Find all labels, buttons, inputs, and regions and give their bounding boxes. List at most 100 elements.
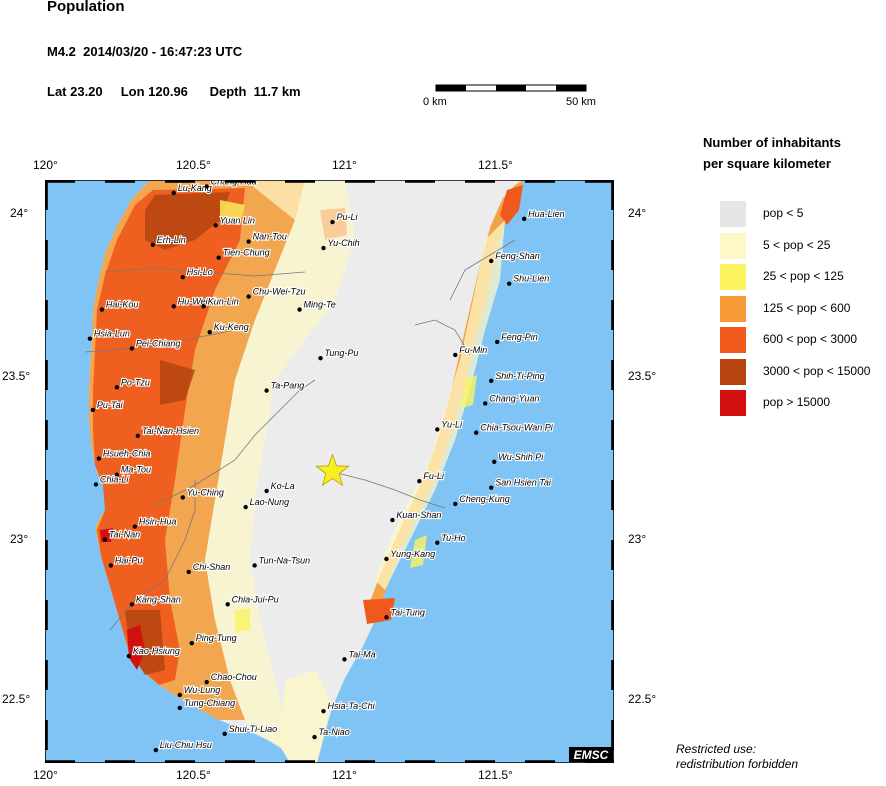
city-dot xyxy=(204,184,209,189)
city-label: Wu-Shih Pi xyxy=(498,452,544,462)
city-label: Hsin-Hua xyxy=(139,517,177,527)
city-label: San Hsien Tai xyxy=(495,478,552,488)
city-dot xyxy=(483,401,488,406)
city-label: Wu-Lung xyxy=(184,685,221,695)
city-label: Tung-Pu xyxy=(325,348,359,358)
city-dot xyxy=(153,747,159,753)
axis-left-24: 24° xyxy=(10,206,29,220)
city-dot xyxy=(321,708,326,714)
city-dot xyxy=(135,433,141,439)
city-label: Shih-Ti-Ping xyxy=(495,371,544,381)
city-dot xyxy=(435,540,440,545)
axis-bottom-121-5: 121.5° xyxy=(478,768,513,782)
city-label: Ku-Keng xyxy=(214,322,249,332)
city-dot xyxy=(87,336,93,341)
city-label: Tai-Tung xyxy=(390,607,425,617)
axis-left-23: 23° xyxy=(10,532,29,546)
city-dot xyxy=(108,563,114,568)
scale-start-label: 0 km xyxy=(423,96,447,108)
city-label: Ta-Niao xyxy=(319,727,350,737)
city-label: Ko-La xyxy=(271,481,295,491)
city-dot xyxy=(264,388,269,393)
east-valley-sparse xyxy=(375,220,505,590)
city-dot xyxy=(129,602,135,607)
axis-left-23-5: 23.5° xyxy=(2,369,31,383)
city-label: Ta-Pang xyxy=(271,381,305,391)
city-label: Ming-Te xyxy=(304,300,336,310)
mountain-sparse xyxy=(205,180,355,750)
legend-label: 3000 < pop < 15000 xyxy=(763,363,871,378)
west-plain-very-dense xyxy=(125,192,230,675)
city-dot xyxy=(150,242,156,247)
city-dot xyxy=(312,734,317,740)
city-label: Erh-Lin xyxy=(157,235,186,245)
city-label: Pu-Li xyxy=(336,212,358,222)
legend-swatch xyxy=(720,327,746,353)
city-label: Ping-Tung xyxy=(196,633,237,643)
city-label: Yung-Kang xyxy=(390,549,435,559)
city-dot xyxy=(330,219,335,225)
city-dot xyxy=(243,504,248,510)
legend-label: 600 < pop < 3000 xyxy=(763,332,858,346)
city-label: Yuan Lin xyxy=(220,215,255,225)
legend-title-line1: Number of inhabitants xyxy=(703,135,841,150)
city-dot xyxy=(114,385,120,390)
axis-top-120: 120° xyxy=(33,158,58,172)
axis-left-22-5: 22.5° xyxy=(2,692,31,706)
city-dot xyxy=(225,602,230,607)
city-dot xyxy=(126,653,132,659)
axis-right-24: 24° xyxy=(628,206,647,220)
legend-title-line2: per square kilometer xyxy=(703,156,831,171)
kaohsiung-core xyxy=(127,625,145,670)
legend-swatch xyxy=(720,264,746,290)
epicenter-star-icon xyxy=(315,453,350,487)
city-dot xyxy=(390,517,395,523)
legend-label: pop < 5 xyxy=(763,206,804,220)
legend-label: 125 < pop < 600 xyxy=(763,300,851,315)
city-dot xyxy=(99,307,105,312)
axis-bottom-120-5: 120.5° xyxy=(176,768,211,782)
event-location: Lat 23.20 Lon 120.96 Depth 11.7 km xyxy=(47,84,301,99)
event-info: M4.2 2014/03/20 - 16:47:23 UTC xyxy=(47,44,243,59)
city-label: Feng-Shan xyxy=(495,251,540,261)
city-label: Chia-Li xyxy=(100,474,130,484)
city-label: Chang-Yuan xyxy=(489,393,539,403)
city-dot xyxy=(132,524,138,529)
city-dot xyxy=(342,657,347,662)
city-dot xyxy=(453,352,458,358)
city-dot xyxy=(180,495,185,500)
city-dot xyxy=(216,255,221,260)
city-dot xyxy=(506,281,512,286)
city-dot xyxy=(492,459,497,464)
city-label: Fu-Li xyxy=(423,471,445,481)
city-label: Hua-Lien xyxy=(528,209,565,219)
legend-label: 25 < pop < 125 xyxy=(763,269,844,283)
city-dot xyxy=(222,731,227,737)
city-dot xyxy=(246,239,251,244)
city-dot xyxy=(453,501,458,507)
axis-right-23-5: 23.5° xyxy=(628,369,657,383)
legend-swatch xyxy=(720,232,746,259)
city-label: Shu-Lien xyxy=(513,274,549,284)
city-dot xyxy=(93,482,99,487)
emsc-watermark-box xyxy=(569,747,613,762)
city-label: Hai-Kou xyxy=(106,300,139,310)
city-dot xyxy=(177,692,182,698)
city-label: Chu-Wei-Tzu xyxy=(253,287,306,297)
city-dot xyxy=(201,304,206,309)
city-dot xyxy=(495,339,500,345)
city-label: Tu-Ho xyxy=(441,533,465,543)
city-dot xyxy=(489,378,494,384)
city-dot xyxy=(90,407,96,413)
city-dot xyxy=(213,223,218,228)
scale-end-label: 50 km xyxy=(566,96,596,108)
city-label: Feng-Pin xyxy=(501,332,538,342)
city-label: Kao-Hsiung xyxy=(133,646,180,656)
city-label: Chao-Chou xyxy=(211,672,257,682)
southern-tip-sparse xyxy=(280,670,330,763)
city-dot xyxy=(252,563,257,568)
axis-top-121: 121° xyxy=(332,158,357,172)
city-label: Pu-Tai xyxy=(97,400,124,410)
legend-swatch xyxy=(720,201,746,227)
legend-label: pop > 15000 xyxy=(763,395,831,409)
